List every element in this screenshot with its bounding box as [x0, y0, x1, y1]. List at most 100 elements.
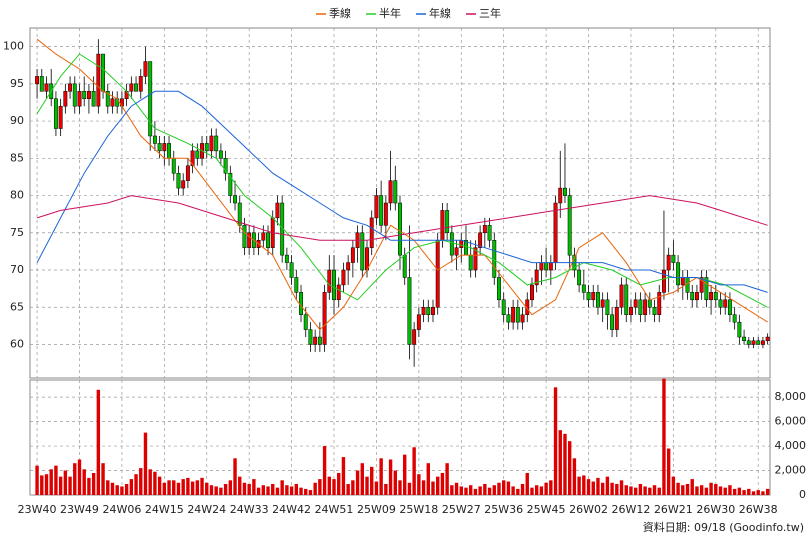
volume-bar: [209, 485, 214, 495]
candle-body: [44, 83, 49, 92]
volume-bar: [63, 470, 68, 495]
x-tick-label: 24W06: [102, 503, 141, 516]
volume-bar: [285, 485, 289, 495]
candle-body: [440, 210, 445, 241]
volume-bar: [280, 480, 284, 495]
candle-body: [162, 143, 167, 152]
candle-body: [614, 307, 619, 330]
volume-bar: [469, 485, 473, 495]
candle-body: [68, 83, 73, 92]
volume-bar: [747, 488, 751, 495]
candle-body: [629, 307, 633, 315]
volume-bar: [610, 482, 614, 495]
volume-bar: [101, 463, 105, 495]
volume-bar: [464, 487, 468, 495]
volume-bar: [58, 476, 63, 495]
candle-body: [214, 135, 219, 152]
legend-label: 半年: [379, 6, 401, 20]
candle-body: [567, 195, 572, 256]
volume-bar: [742, 490, 746, 495]
volume-bar: [671, 476, 676, 495]
volume-bar: [219, 487, 223, 495]
volume-bar: [256, 487, 261, 495]
volume-bar: [294, 483, 299, 495]
volume-bar: [709, 482, 713, 495]
volume-bar: [534, 485, 539, 495]
candle-body: [468, 254, 473, 271]
volume-bar: [544, 482, 548, 495]
volume-bar: [355, 470, 360, 495]
volume-tick-label: 4,000: [775, 439, 807, 452]
volume-bar: [417, 474, 421, 495]
candle-body: [105, 91, 110, 107]
volume-bar: [379, 458, 383, 495]
volume-bar: [643, 486, 647, 495]
candle-body: [581, 284, 586, 293]
volume-bar: [73, 463, 77, 495]
candle-body: [374, 195, 379, 219]
candle-body: [737, 321, 742, 338]
volume-bar: [49, 469, 53, 495]
volume-bar: [360, 463, 364, 495]
x-tick-label: 24W33: [230, 503, 269, 516]
volume-bar: [525, 472, 529, 495]
y-tick-label: 80: [10, 189, 24, 202]
candle-body: [275, 202, 280, 219]
volume-bar: [567, 441, 572, 495]
volume-bar: [629, 486, 633, 495]
candle-body: [501, 299, 506, 315]
volume-bar: [624, 485, 628, 495]
volume-bar: [563, 433, 567, 495]
candle-body: [756, 340, 761, 345]
volume-bar: [77, 459, 82, 495]
volume-bar: [520, 483, 525, 495]
candle-body: [746, 340, 751, 345]
volume-bar: [657, 487, 661, 495]
candle-body: [742, 336, 747, 342]
volume-bar: [421, 480, 426, 495]
volume-bar: [732, 488, 737, 495]
candle-body: [332, 269, 336, 301]
volume-bar: [54, 465, 58, 495]
candle-body: [129, 83, 134, 92]
volume-bar: [44, 474, 49, 495]
candle-body: [676, 262, 681, 286]
volume-bar: [690, 479, 694, 495]
volume-bar: [120, 486, 124, 495]
candle-body: [233, 195, 237, 204]
volume-bar: [681, 485, 685, 495]
candle-body: [709, 292, 714, 301]
candle-body: [143, 61, 148, 77]
volume-bar: [553, 387, 558, 495]
volume-bar: [398, 480, 402, 495]
candle-body: [487, 225, 492, 241]
legend-label: 三年: [479, 6, 501, 20]
volume-bar: [572, 458, 577, 495]
volume-bar: [200, 477, 204, 495]
x-tick-label: 24W24: [187, 503, 226, 516]
volume-bar: [162, 482, 167, 495]
volume-bar: [704, 487, 709, 495]
candle-body: [388, 180, 393, 204]
candle-body: [266, 232, 270, 248]
candle-body: [195, 150, 200, 159]
candle-body: [39, 76, 44, 92]
candle-body: [558, 187, 563, 204]
candle-body: [605, 299, 610, 315]
candle-body: [228, 172, 233, 196]
y-tick-label: 75: [10, 226, 24, 239]
x-tick-label: 25W36: [484, 503, 523, 516]
volume-bar: [426, 463, 430, 495]
candle-body: [383, 202, 388, 226]
candle-body: [704, 277, 709, 301]
volume-bar: [186, 477, 190, 495]
volume-tick-label: 6,000: [775, 415, 807, 428]
ma-line: [36, 38, 768, 331]
volume-bar: [577, 476, 581, 495]
volume-bar: [176, 482, 181, 495]
candle-body: [718, 299, 723, 308]
volume-bar: [247, 483, 251, 495]
x-tick-label: 26W12: [612, 503, 651, 516]
volume-bar: [596, 477, 600, 495]
